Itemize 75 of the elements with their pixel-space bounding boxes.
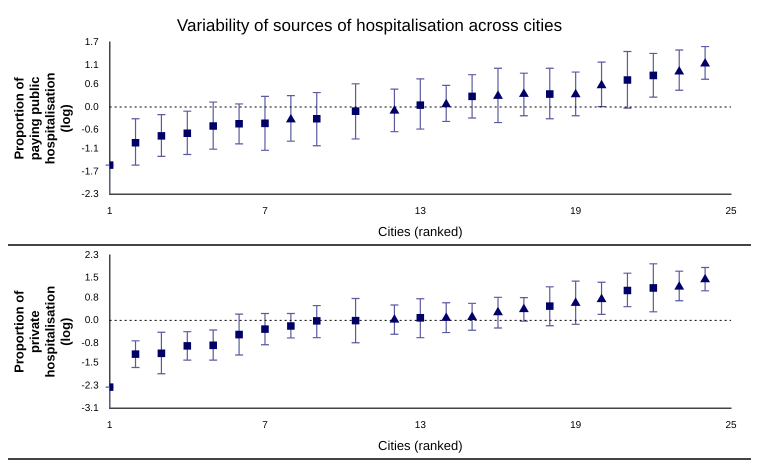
y-tick-label: 2.3 [84, 250, 100, 261]
y-tick-label: 0.6 [84, 78, 100, 90]
y-tick-label: 0.0 [84, 315, 100, 326]
point [158, 132, 166, 140]
y-axis-title: Proportion of paying public hospitalisation (log) [11, 72, 74, 164]
point [416, 314, 424, 322]
point [597, 294, 606, 302]
point [442, 99, 451, 108]
point [674, 282, 684, 290]
point [286, 114, 296, 122]
point [546, 302, 554, 310]
point [184, 129, 192, 137]
point [650, 284, 658, 292]
x-tick-label: 1 [106, 420, 113, 432]
point [624, 76, 632, 84]
y-tick-label: 1.1 [84, 60, 100, 71]
point [571, 298, 580, 306]
point [519, 304, 528, 312]
x-tick-label: 13 [414, 206, 426, 218]
point [132, 350, 140, 358]
x-tick-label: 1 [106, 206, 113, 218]
chart-title: Variability of sources of hospitalisation across cities [176, 16, 562, 35]
y-tick-label: -1.7 [81, 166, 100, 178]
point [493, 90, 502, 99]
point [546, 90, 554, 98]
point [158, 350, 166, 358]
point [493, 307, 502, 316]
x-tick-label: 19 [570, 206, 582, 218]
x-tick-label: 25 [725, 206, 737, 218]
point [624, 286, 632, 294]
y-tick-label: -0.6 [81, 124, 100, 136]
point [261, 325, 269, 333]
y-axis-title: Proportion of private hospitalisation (log) [11, 286, 74, 378]
point [312, 115, 321, 123]
point [468, 92, 476, 100]
y-tick-label: 1.5 [84, 272, 100, 284]
point [700, 58, 710, 67]
y-tick-label: 1.7 [84, 37, 100, 48]
point [132, 138, 140, 146]
point [209, 342, 217, 350]
point [674, 66, 684, 75]
point [184, 342, 192, 350]
point [468, 312, 477, 320]
point [352, 316, 360, 324]
point [235, 120, 243, 128]
point [235, 330, 243, 338]
point [650, 72, 658, 80]
x-tick-label: 25 [725, 420, 737, 432]
point [287, 322, 295, 330]
point [597, 80, 606, 88]
y-tick-label: -0.8 [81, 338, 100, 349]
y-tick-label: -1.1 [81, 144, 100, 155]
point [519, 88, 528, 97]
point [571, 89, 580, 98]
x-tick-label: 7 [262, 420, 268, 432]
y-tick-label: 0.8 [84, 292, 100, 304]
y-tick-label: 0.0 [84, 102, 100, 113]
point [700, 274, 710, 282]
point [352, 107, 360, 115]
point [442, 312, 451, 321]
point [209, 122, 217, 130]
y-tick-label: -1.5 [81, 358, 100, 369]
point [390, 106, 399, 114]
y-tick-label: -2.3 [81, 189, 100, 200]
y-tick-label: -2.3 [81, 380, 100, 392]
point [416, 101, 424, 109]
x-axis-title: Cities (ranked) [378, 438, 463, 453]
x-axis-title: Cities (ranked) [378, 224, 463, 239]
point [261, 120, 269, 128]
point [390, 314, 399, 323]
x-tick-label: 13 [414, 420, 426, 432]
x-tick-label: 7 [262, 206, 268, 218]
y-tick-label: -3.1 [81, 403, 100, 414]
point [312, 317, 321, 325]
x-tick-label: 19 [570, 420, 582, 432]
